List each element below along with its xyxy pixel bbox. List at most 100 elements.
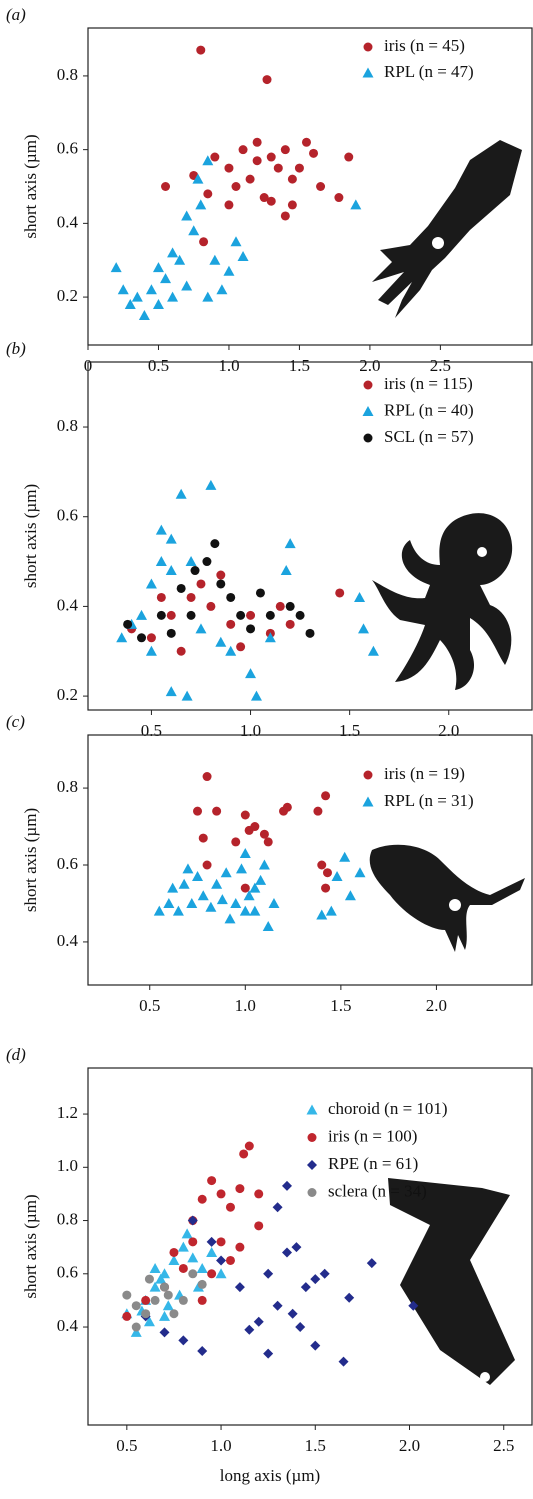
marker-circle xyxy=(226,619,236,629)
marker-triangle xyxy=(339,851,351,862)
y-tick-label: 0.4 xyxy=(57,595,79,614)
marker-circle xyxy=(161,182,171,191)
y-tick-label: 1.2 xyxy=(57,1103,78,1122)
legend-marker xyxy=(307,1188,317,1197)
marker-circle xyxy=(255,588,265,598)
marker-triangle xyxy=(165,533,177,544)
marker-triangle xyxy=(143,1316,155,1327)
marker-circle xyxy=(207,1176,217,1186)
marker-circle xyxy=(163,1290,173,1300)
marker-circle xyxy=(137,633,147,643)
x-tick-label: 1.0 xyxy=(210,1436,231,1455)
marker-triangle xyxy=(175,488,187,499)
marker-diamond xyxy=(310,1340,321,1351)
marker-triangle xyxy=(195,623,207,634)
legend-label: RPE (n = 61) xyxy=(328,1154,418,1173)
marker-circle xyxy=(226,592,236,602)
marker-triangle xyxy=(243,890,255,901)
marker-circle xyxy=(334,193,344,203)
squid-eye xyxy=(432,237,444,249)
marker-triangle xyxy=(165,686,177,697)
marker-circle xyxy=(224,200,234,210)
legend-label: RPL (n = 47) xyxy=(384,62,474,81)
y-tick-label: 0.8 xyxy=(57,65,78,84)
marker-circle xyxy=(166,628,176,638)
squid-silhouette xyxy=(372,140,522,318)
x-tick-label: 0.5 xyxy=(139,996,160,1015)
marker-circle xyxy=(252,137,262,147)
x-tick-label: 0.5 xyxy=(116,1436,137,1455)
marker-triangle xyxy=(117,284,129,295)
marker-circle xyxy=(123,619,133,629)
marker-triangle xyxy=(174,254,186,265)
marker-circle xyxy=(188,1237,198,1247)
marker-triangle xyxy=(145,645,157,656)
marker-triangle xyxy=(124,298,136,309)
marker-triangle xyxy=(181,280,193,291)
marker-triangle xyxy=(155,524,167,535)
marker-triangle xyxy=(344,890,356,901)
marker-triangle xyxy=(209,254,221,265)
marker-triangle xyxy=(159,1310,171,1321)
plot-frame xyxy=(87,1067,533,1426)
marker-diamond xyxy=(282,1247,293,1258)
marker-circle xyxy=(252,156,262,166)
x-tick-label: 2.0 xyxy=(399,1436,420,1455)
marker-circle xyxy=(275,601,285,611)
marker-diamond xyxy=(234,1282,245,1293)
marker-circle xyxy=(244,1141,254,1151)
marker-triangle xyxy=(131,291,143,302)
y-tick-label: 0.4 xyxy=(57,1316,79,1335)
x-tick-label: 2.5 xyxy=(493,1436,514,1455)
marker-circle xyxy=(156,592,166,602)
legend-marker xyxy=(363,380,373,390)
y-axis-label: short axis (µm) xyxy=(21,1194,40,1298)
marker-circle xyxy=(246,624,256,634)
marker-diamond xyxy=(319,1268,330,1279)
marker-triangle xyxy=(367,645,379,656)
marker-triangle xyxy=(167,291,179,302)
marker-triangle xyxy=(211,878,223,889)
marker-circle xyxy=(188,1269,198,1279)
marker-circle xyxy=(266,152,276,162)
marker-circle xyxy=(273,163,283,173)
marker-circle xyxy=(202,772,212,782)
marker-circle xyxy=(176,583,186,593)
marker-triangle xyxy=(202,155,214,166)
marker-diamond xyxy=(216,1255,227,1266)
marker-circle xyxy=(235,1242,245,1252)
marker-circle xyxy=(197,1194,207,1204)
marker-circle xyxy=(259,829,269,839)
marker-triangle xyxy=(177,1241,189,1252)
x-tick-label: 1.5 xyxy=(289,356,310,375)
y-tick-label: 0.2 xyxy=(57,685,78,704)
x-tick-label: 2.0 xyxy=(426,996,447,1015)
marker-circle xyxy=(190,566,200,576)
marker-triangle xyxy=(138,310,150,321)
marker-circle xyxy=(146,633,156,643)
marker-triangle xyxy=(192,173,204,184)
legend-label: iris (n = 45) xyxy=(384,36,465,55)
marker-circle xyxy=(235,1184,245,1194)
marker-circle xyxy=(321,791,331,801)
marker-circle xyxy=(266,196,276,206)
marker-triangle xyxy=(255,874,267,885)
x-axis-label: long axis (µm) xyxy=(220,1466,320,1485)
marker-triangle xyxy=(149,1281,161,1292)
marker-triangle xyxy=(239,905,251,916)
marker-circle xyxy=(169,1309,179,1319)
marker-diamond xyxy=(291,1242,302,1253)
marker-triangle xyxy=(215,1268,227,1279)
legend-marker xyxy=(363,42,373,52)
marker-triangle xyxy=(258,859,270,870)
marker-circle xyxy=(316,182,326,191)
marker-circle xyxy=(193,806,203,816)
marker-circle xyxy=(196,579,206,589)
y-tick-label: 0.8 xyxy=(57,1209,78,1228)
marker-circle xyxy=(225,1255,235,1265)
marker-diamond xyxy=(300,1282,311,1293)
y-tick-label: 0.4 xyxy=(57,212,79,231)
legend-marker xyxy=(362,406,374,416)
marker-circle xyxy=(144,1274,154,1284)
